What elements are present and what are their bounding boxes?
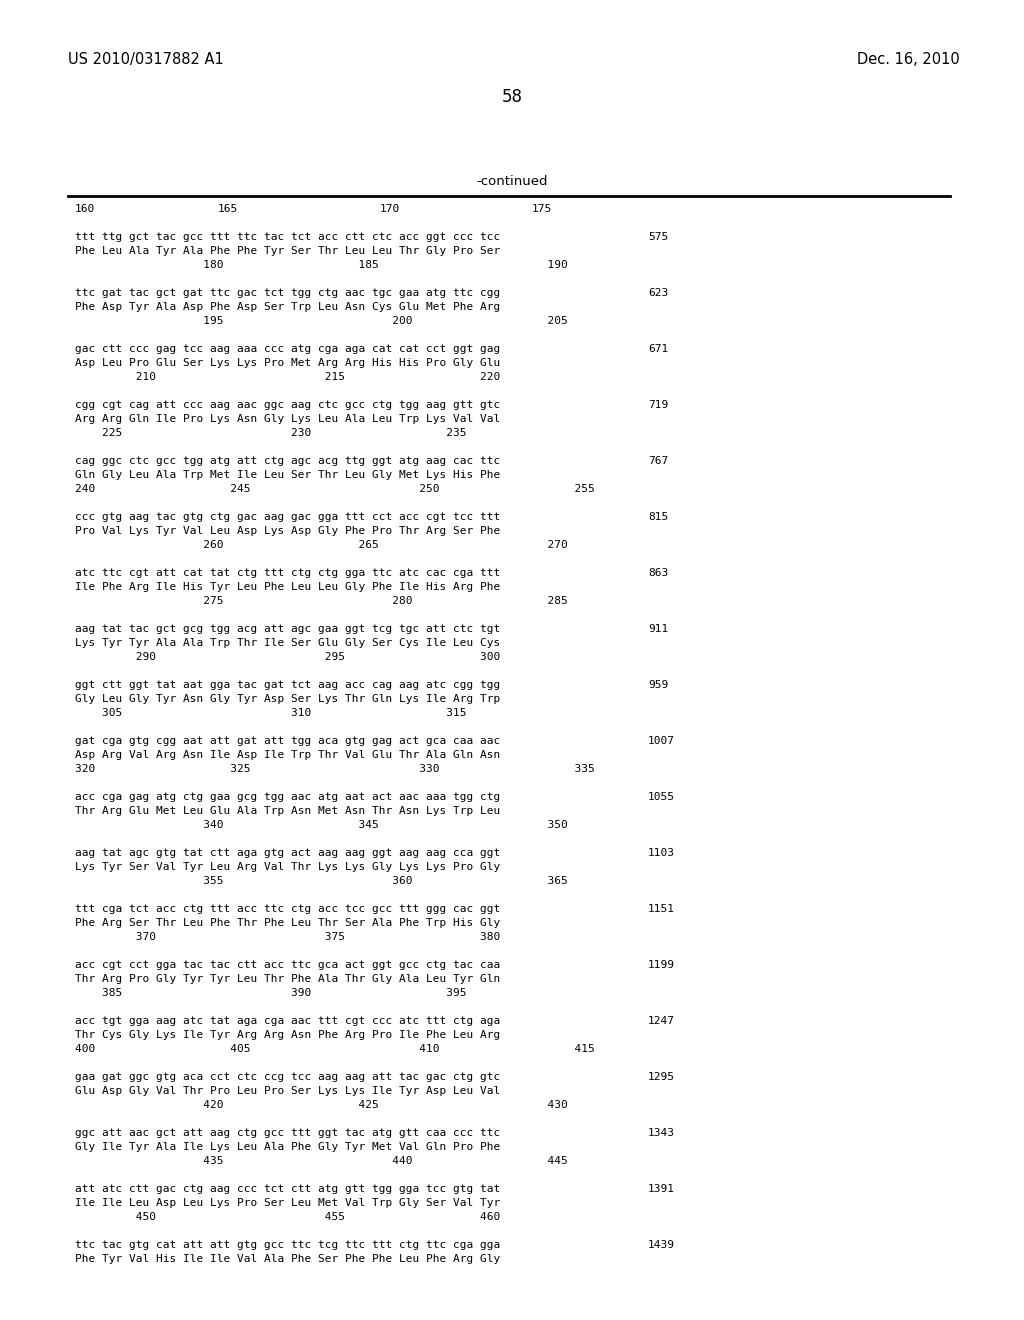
Text: 959: 959: [648, 680, 669, 690]
Text: 1439: 1439: [648, 1239, 675, 1250]
Text: att atc ctt gac ctg aag ccc tct ctt atg gtt tgg gga tcc gtg tat: att atc ctt gac ctg aag ccc tct ctt atg …: [75, 1184, 501, 1195]
Text: 180                    185                         190: 180 185 190: [75, 260, 567, 271]
Text: acc cga gag atg ctg gaa gcg tgg aac atg aat act aac aaa tgg ctg: acc cga gag atg ctg gaa gcg tgg aac atg …: [75, 792, 501, 803]
Text: 400                    405                         410                    415: 400 405 410 415: [75, 1044, 595, 1053]
Text: Phe Arg Ser Thr Leu Phe Thr Phe Leu Thr Ser Ala Phe Trp His Gly: Phe Arg Ser Thr Leu Phe Thr Phe Leu Thr …: [75, 917, 501, 928]
Text: 1103: 1103: [648, 847, 675, 858]
Text: US 2010/0317882 A1: US 2010/0317882 A1: [68, 51, 224, 67]
Text: 225                         230                    235: 225 230 235: [75, 428, 467, 438]
Text: acc cgt cct gga tac tac ctt acc ttc gca act ggt gcc ctg tac caa: acc cgt cct gga tac tac ctt acc ttc gca …: [75, 960, 501, 970]
Text: 240                    245                         250                    255: 240 245 250 255: [75, 484, 595, 494]
Text: ggt ctt ggt tat aat gga tac gat tct aag acc cag aag atc cgg tgg: ggt ctt ggt tat aat gga tac gat tct aag …: [75, 680, 501, 690]
Text: 815: 815: [648, 512, 669, 521]
Text: 210                         215                    220: 210 215 220: [75, 372, 501, 381]
Text: 370                         375                    380: 370 375 380: [75, 932, 501, 942]
Text: 863: 863: [648, 568, 669, 578]
Text: Arg Arg Gln Ile Pro Lys Asn Gly Lys Leu Ala Leu Trp Lys Val Val: Arg Arg Gln Ile Pro Lys Asn Gly Lys Leu …: [75, 414, 501, 424]
Text: ttc tac gtg cat att att gtg gcc ttc tcg ttc ttt ctg ttc cga gga: ttc tac gtg cat att att gtg gcc ttc tcg …: [75, 1239, 501, 1250]
Text: Pro Val Lys Tyr Val Leu Asp Lys Asp Gly Phe Pro Thr Arg Ser Phe: Pro Val Lys Tyr Val Leu Asp Lys Asp Gly …: [75, 525, 501, 536]
Text: 160: 160: [75, 205, 95, 214]
Text: Thr Arg Glu Met Leu Glu Ala Trp Asn Met Asn Thr Asn Lys Trp Leu: Thr Arg Glu Met Leu Glu Ala Trp Asn Met …: [75, 807, 501, 816]
Text: ttt cga tct acc ctg ttt acc ttc ctg acc tcc gcc ttt ggg cac ggt: ttt cga tct acc ctg ttt acc ttc ctg acc …: [75, 904, 501, 913]
Text: 435                         440                    445: 435 440 445: [75, 1156, 567, 1166]
Text: Asp Arg Val Arg Asn Ile Asp Ile Trp Thr Val Glu Thr Ala Gln Asn: Asp Arg Val Arg Asn Ile Asp Ile Trp Thr …: [75, 750, 501, 760]
Text: gac ctt ccc gag tcc aag aaa ccc atg cga aga cat cat cct ggt gag: gac ctt ccc gag tcc aag aaa ccc atg cga …: [75, 345, 501, 354]
Text: 320                    325                         330                    335: 320 325 330 335: [75, 764, 595, 774]
Text: 195                         200                    205: 195 200 205: [75, 315, 567, 326]
Text: 165: 165: [218, 205, 239, 214]
Text: Dec. 16, 2010: Dec. 16, 2010: [857, 51, 961, 67]
Text: ggc att aac gct att aag ctg gcc ttt ggt tac atg gtt caa ccc ttc: ggc att aac gct att aag ctg gcc ttt ggt …: [75, 1129, 501, 1138]
Text: 290                         295                    300: 290 295 300: [75, 652, 501, 663]
Text: 1391: 1391: [648, 1184, 675, 1195]
Text: 1007: 1007: [648, 737, 675, 746]
Text: 275                         280                    285: 275 280 285: [75, 597, 567, 606]
Text: Thr Arg Pro Gly Tyr Tyr Leu Thr Phe Ala Thr Gly Ala Leu Tyr Gln: Thr Arg Pro Gly Tyr Tyr Leu Thr Phe Ala …: [75, 974, 501, 983]
Text: Thr Cys Gly Lys Ile Tyr Arg Arg Asn Phe Arg Pro Ile Phe Leu Arg: Thr Cys Gly Lys Ile Tyr Arg Arg Asn Phe …: [75, 1030, 501, 1040]
Text: Phe Asp Tyr Ala Asp Phe Asp Ser Trp Leu Asn Cys Glu Met Phe Arg: Phe Asp Tyr Ala Asp Phe Asp Ser Trp Leu …: [75, 302, 501, 312]
Text: 175: 175: [532, 205, 552, 214]
Text: aag tat tac gct gcg tgg acg att agc gaa ggt tcg tgc att ctc tgt: aag tat tac gct gcg tgg acg att agc gaa …: [75, 624, 501, 634]
Text: 1199: 1199: [648, 960, 675, 970]
Text: -continued: -continued: [476, 176, 548, 187]
Text: gat cga gtg cgg aat att gat att tgg aca gtg gag act gca caa aac: gat cga gtg cgg aat att gat att tgg aca …: [75, 737, 501, 746]
Text: Phe Leu Ala Tyr Ala Phe Phe Tyr Ser Thr Leu Leu Thr Gly Pro Ser: Phe Leu Ala Tyr Ala Phe Phe Tyr Ser Thr …: [75, 246, 501, 256]
Text: Gly Leu Gly Tyr Asn Gly Tyr Asp Ser Lys Thr Gln Lys Ile Arg Trp: Gly Leu Gly Tyr Asn Gly Tyr Asp Ser Lys …: [75, 694, 501, 704]
Text: cgg cgt cag att ccc aag aac ggc aag ctc gcc ctg tgg aag gtt gtc: cgg cgt cag att ccc aag aac ggc aag ctc …: [75, 400, 501, 411]
Text: Lys Tyr Tyr Ala Ala Trp Thr Ile Ser Glu Gly Ser Cys Ile Leu Cys: Lys Tyr Tyr Ala Ala Trp Thr Ile Ser Glu …: [75, 638, 501, 648]
Text: 719: 719: [648, 400, 669, 411]
Text: 575: 575: [648, 232, 669, 242]
Text: Lys Tyr Ser Val Tyr Leu Arg Val Thr Lys Lys Gly Lys Lys Pro Gly: Lys Tyr Ser Val Tyr Leu Arg Val Thr Lys …: [75, 862, 501, 873]
Text: 355                         360                    365: 355 360 365: [75, 876, 567, 886]
Text: 1151: 1151: [648, 904, 675, 913]
Text: Glu Asp Gly Val Thr Pro Leu Pro Ser Lys Lys Ile Tyr Asp Leu Val: Glu Asp Gly Val Thr Pro Leu Pro Ser Lys …: [75, 1086, 501, 1096]
Text: 260                    265                         270: 260 265 270: [75, 540, 567, 550]
Text: Ile Phe Arg Ile His Tyr Leu Phe Leu Leu Gly Phe Ile His Arg Phe: Ile Phe Arg Ile His Tyr Leu Phe Leu Leu …: [75, 582, 501, 591]
Text: 1343: 1343: [648, 1129, 675, 1138]
Text: Gly Ile Tyr Ala Ile Lys Leu Ala Phe Gly Tyr Met Val Gln Pro Phe: Gly Ile Tyr Ala Ile Lys Leu Ala Phe Gly …: [75, 1142, 501, 1152]
Text: 767: 767: [648, 455, 669, 466]
Text: 385                         390                    395: 385 390 395: [75, 987, 467, 998]
Text: 911: 911: [648, 624, 669, 634]
Text: Phe Tyr Val His Ile Ile Val Ala Phe Ser Phe Phe Leu Phe Arg Gly: Phe Tyr Val His Ile Ile Val Ala Phe Ser …: [75, 1254, 501, 1265]
Text: ccc gtg aag tac gtg ctg gac aag gac gga ttt cct acc cgt tcc ttt: ccc gtg aag tac gtg ctg gac aag gac gga …: [75, 512, 501, 521]
Text: aag tat agc gtg tat ctt aga gtg act aag aag ggt aag aag cca ggt: aag tat agc gtg tat ctt aga gtg act aag …: [75, 847, 501, 858]
Text: cag ggc ctc gcc tgg atg att ctg agc acg ttg ggt atg aag cac ttc: cag ggc ctc gcc tgg atg att ctg agc acg …: [75, 455, 501, 466]
Text: 1247: 1247: [648, 1016, 675, 1026]
Text: 1055: 1055: [648, 792, 675, 803]
Text: acc tgt gga aag atc tat aga cga aac ttt cgt ccc atc ttt ctg aga: acc tgt gga aag atc tat aga cga aac ttt …: [75, 1016, 501, 1026]
Text: Asp Leu Pro Glu Ser Lys Lys Pro Met Arg Arg His His Pro Gly Glu: Asp Leu Pro Glu Ser Lys Lys Pro Met Arg …: [75, 358, 501, 368]
Text: 450                         455                    460: 450 455 460: [75, 1212, 501, 1222]
Text: 623: 623: [648, 288, 669, 298]
Text: ttt ttg gct tac gcc ttt ttc tac tct acc ctt ctc acc ggt ccc tcc: ttt ttg gct tac gcc ttt ttc tac tct acc …: [75, 232, 501, 242]
Text: Gln Gly Leu Ala Trp Met Ile Leu Ser Thr Leu Gly Met Lys His Phe: Gln Gly Leu Ala Trp Met Ile Leu Ser Thr …: [75, 470, 501, 480]
Text: atc ttc cgt att cat tat ctg ttt ctg ctg gga ttc atc cac cga ttt: atc ttc cgt att cat tat ctg ttt ctg ctg …: [75, 568, 501, 578]
Text: 340                    345                         350: 340 345 350: [75, 820, 567, 830]
Text: 170: 170: [380, 205, 400, 214]
Text: 305                         310                    315: 305 310 315: [75, 708, 467, 718]
Text: gaa gat ggc gtg aca cct ctc ccg tcc aag aag att tac gac ctg gtc: gaa gat ggc gtg aca cct ctc ccg tcc aag …: [75, 1072, 501, 1082]
Text: 420                    425                         430: 420 425 430: [75, 1100, 567, 1110]
Text: 58: 58: [502, 88, 522, 106]
Text: ttc gat tac gct gat ttc gac tct tgg ctg aac tgc gaa atg ttc cgg: ttc gat tac gct gat ttc gac tct tgg ctg …: [75, 288, 501, 298]
Text: 1295: 1295: [648, 1072, 675, 1082]
Text: 671: 671: [648, 345, 669, 354]
Text: Ile Ile Leu Asp Leu Lys Pro Ser Leu Met Val Trp Gly Ser Val Tyr: Ile Ile Leu Asp Leu Lys Pro Ser Leu Met …: [75, 1199, 501, 1208]
